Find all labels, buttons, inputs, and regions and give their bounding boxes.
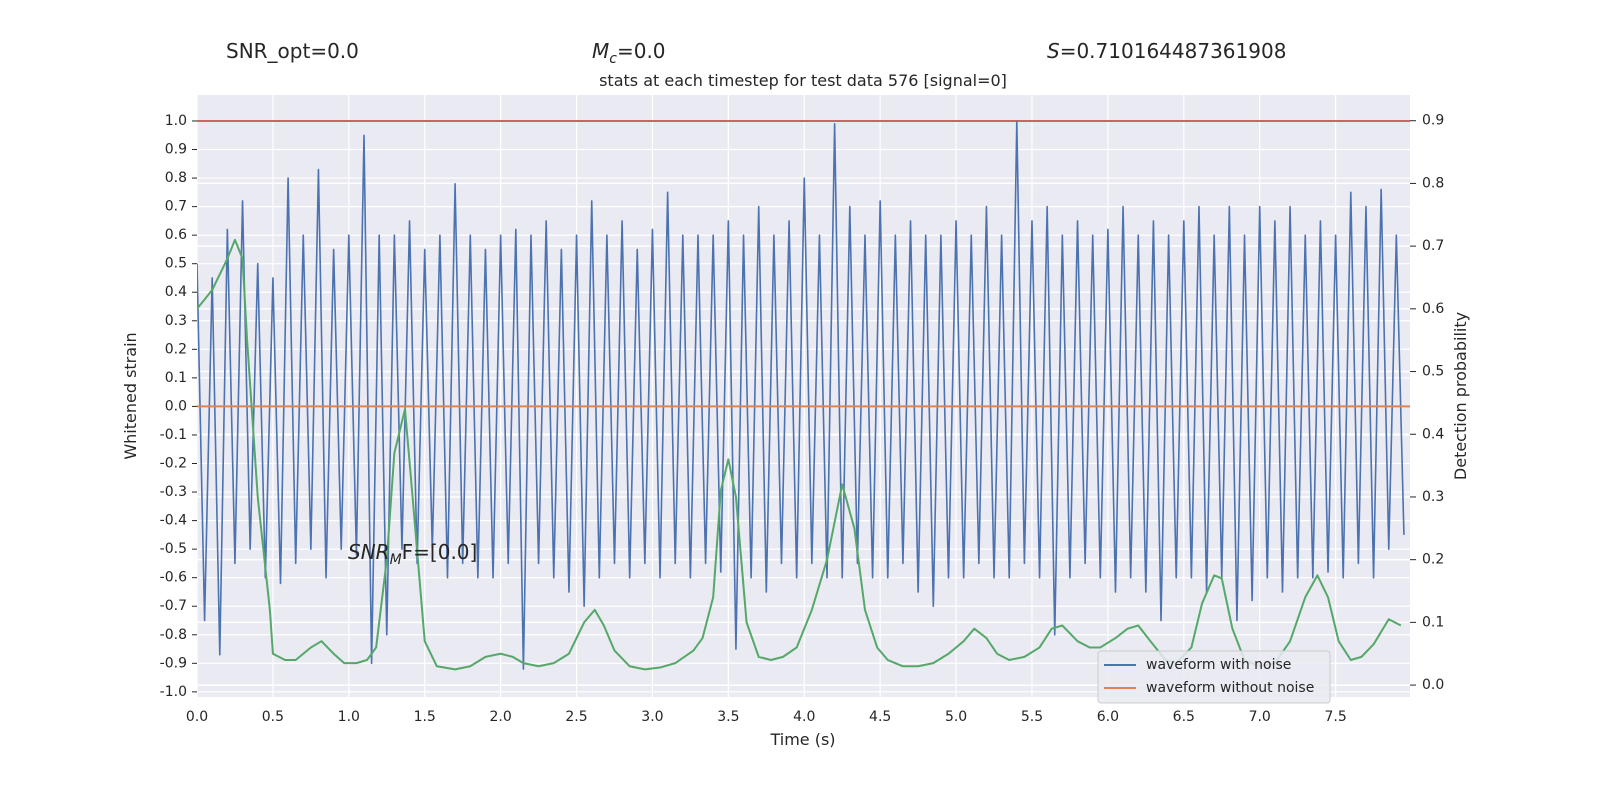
y2-tick-label: 0.1 xyxy=(1422,614,1444,630)
subscript: M xyxy=(390,552,402,568)
x-tick-label: 3.5 xyxy=(717,709,739,725)
y-tick-label: 1.0 xyxy=(165,113,187,129)
y-tick-label: 0.4 xyxy=(165,284,187,300)
x-tick-label: 0.5 xyxy=(262,709,284,725)
x-tick-label: 5.5 xyxy=(1021,709,1043,725)
annotation: Mc=0.0 xyxy=(592,39,666,67)
y-tick-label: -0.6 xyxy=(160,570,187,586)
x-tick-label: 1.0 xyxy=(338,709,360,725)
y2-tick-label: 0.7 xyxy=(1422,238,1444,254)
legend-label: waveform with noise xyxy=(1146,657,1291,673)
y2-tick-label: 0.5 xyxy=(1422,364,1444,380)
y2-tick-label: 0.3 xyxy=(1422,489,1444,505)
y-tick-label: 0.5 xyxy=(165,256,187,272)
text: =0.0 xyxy=(617,39,666,63)
x-axis-label: Time (s) xyxy=(769,730,835,749)
y2-tick-label: 0.4 xyxy=(1422,426,1444,442)
y-axis-label: Whitened strain xyxy=(121,332,140,459)
x-tick-label: 7.5 xyxy=(1324,709,1346,725)
x-tick-label: 2.0 xyxy=(489,709,511,725)
x-tick-label: 0.0 xyxy=(186,709,208,725)
subscript: c xyxy=(609,51,617,67)
y2-tick-label: 0.6 xyxy=(1422,301,1444,317)
symbol: SNR xyxy=(348,540,390,564)
x-tick-label: 6.0 xyxy=(1097,709,1119,725)
y-tick-label: 0.3 xyxy=(165,313,187,329)
x-tick-label: 1.5 xyxy=(414,709,436,725)
y-tick-label: 0.9 xyxy=(165,142,187,158)
x-tick-label: 5.0 xyxy=(945,709,967,725)
x-tick-label: 4.5 xyxy=(869,709,891,725)
y-tick-label: 0.7 xyxy=(165,199,187,215)
y-tick-label: 0.0 xyxy=(165,398,187,414)
annotation: SNR_opt=0.0 xyxy=(226,39,359,63)
y-tick-label: -0.3 xyxy=(160,484,187,500)
y-tick-label: 0.2 xyxy=(165,341,187,357)
y2-tick-label: 0.8 xyxy=(1422,175,1444,191)
symbol: S xyxy=(1047,39,1060,63)
x-tick-label: 2.5 xyxy=(565,709,587,725)
x-tick-label: 4.0 xyxy=(793,709,815,725)
x-tick-label: 3.0 xyxy=(641,709,663,725)
axes: 0.0 0.5 1.0 1.5 2.0 2.5 3.0 3.5 4.0 4.5 5.0 5.5 6.0 6… xyxy=(160,113,1445,725)
y-tick-label: -0.8 xyxy=(160,627,187,643)
text: SNR_opt=0.0 xyxy=(226,39,359,63)
series-line xyxy=(197,120,1405,670)
text: F=[0.0] xyxy=(402,540,478,564)
symbol: M xyxy=(592,39,609,63)
y2-tick-label: 0.2 xyxy=(1422,552,1444,568)
y-tick-label: -0.1 xyxy=(160,427,187,443)
y2-tick-label: 0.9 xyxy=(1422,113,1444,129)
y-tick-label: 0.6 xyxy=(165,227,187,243)
y2-tick-label: 0.0 xyxy=(1422,677,1444,693)
y2-axis-label: Detection probability xyxy=(1451,312,1470,480)
marks xyxy=(197,120,1410,671)
y-tick-label: -0.7 xyxy=(160,598,187,614)
x-tick-label: 6.5 xyxy=(1173,709,1195,725)
text: =0.710164487361908 xyxy=(1060,39,1287,63)
legend: waveform with noise waveform without nois… xyxy=(1097,650,1331,704)
y-tick-label: -0.5 xyxy=(160,541,187,557)
y-tick-label: -0.4 xyxy=(160,513,187,529)
y-tick-label: 0.8 xyxy=(165,170,187,186)
annotation: S=0.710164487361908 xyxy=(1047,39,1286,63)
legend-box xyxy=(1097,650,1331,704)
annotation: SNRMF=[0.0] xyxy=(348,540,477,568)
legend-label: waveform without noise xyxy=(1146,680,1314,696)
chart-title: stats at each timestep for test data 576… xyxy=(599,71,1007,90)
y-tick-label: -0.9 xyxy=(160,655,187,671)
y-tick-label: -1.0 xyxy=(160,684,187,700)
y-tick-label: -0.2 xyxy=(160,456,187,472)
series-line xyxy=(197,238,1402,671)
x-tick-label: 7.0 xyxy=(1249,709,1271,725)
y-tick-label: 0.1 xyxy=(165,370,187,386)
